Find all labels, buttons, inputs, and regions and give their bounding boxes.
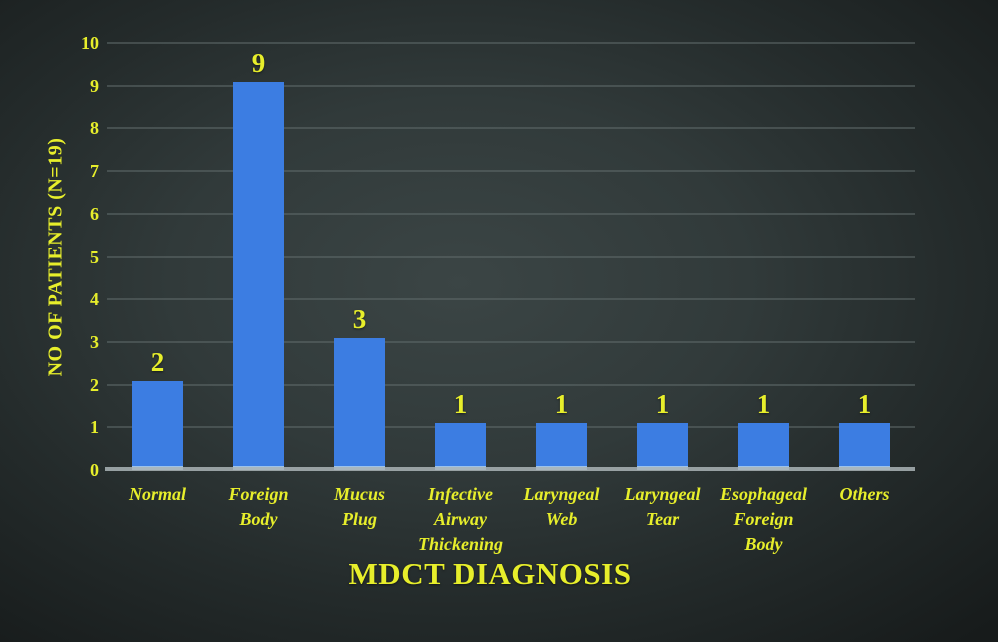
y-tick-label: 1 bbox=[90, 417, 99, 438]
y-tick-label: 8 bbox=[90, 118, 99, 139]
bar-value-label: 2 bbox=[150, 346, 165, 377]
gridline bbox=[107, 42, 915, 44]
y-tick-label: 4 bbox=[90, 289, 99, 310]
gridline bbox=[107, 426, 915, 429]
bar-value-label: 1 bbox=[453, 389, 468, 420]
y-tick-label: 7 bbox=[90, 161, 99, 182]
bar bbox=[738, 423, 789, 470]
gridline bbox=[107, 170, 915, 173]
x-category-label: Laryngeal Tear bbox=[624, 484, 701, 529]
bar bbox=[435, 423, 486, 470]
x-category-label: Foreign Body bbox=[228, 484, 289, 529]
gridline bbox=[107, 340, 915, 343]
chart-title: MDCT DIAGNOSIS bbox=[348, 556, 632, 591]
x-category-label: Others bbox=[839, 484, 890, 504]
y-tick-label: 2 bbox=[90, 374, 99, 395]
x-category-label: Normal bbox=[128, 484, 186, 504]
bar bbox=[132, 380, 183, 470]
x-category-label: Mucus Plug bbox=[333, 484, 386, 529]
x-category-label: Infective Airway Thickening bbox=[417, 484, 503, 554]
bar-value-label: 1 bbox=[857, 389, 872, 420]
bar-value-label: 1 bbox=[655, 389, 670, 420]
y-tick-label: 5 bbox=[90, 246, 99, 267]
x-category-label: Esophageal Foreign Body bbox=[719, 484, 807, 554]
y-tick-label: 9 bbox=[90, 75, 99, 96]
bar-value-label: 1 bbox=[756, 389, 771, 420]
bar-value-label: 1 bbox=[554, 389, 569, 420]
bar-value-label: 9 bbox=[251, 47, 266, 78]
plot-area: 2 9 3 1 1 1 1 1 bbox=[105, 42, 915, 471]
gridline bbox=[107, 255, 915, 258]
y-tick-label: 3 bbox=[90, 331, 99, 352]
gridline bbox=[107, 84, 915, 87]
x-axis-labels: Normal Foreign Body Mucus Plug Infective Airwa… bbox=[107, 482, 915, 560]
x-axis-line bbox=[105, 467, 915, 471]
bar bbox=[334, 337, 385, 470]
gridline bbox=[107, 127, 915, 130]
gridline bbox=[107, 383, 915, 386]
y-axis-ticks: 0 1 2 3 4 5 6 7 8 9 10 bbox=[0, 0, 100, 642]
x-category-label: Laryngeal Web bbox=[523, 484, 600, 529]
bar bbox=[637, 423, 688, 470]
bar bbox=[839, 423, 890, 470]
y-tick-label: 10 bbox=[81, 33, 99, 53]
y-tick-label: 0 bbox=[90, 460, 99, 480]
bar bbox=[233, 81, 284, 470]
bar-value-label: 3 bbox=[352, 303, 367, 334]
bar bbox=[536, 423, 587, 470]
gridline bbox=[107, 212, 915, 215]
gridline bbox=[107, 298, 915, 301]
y-tick-label: 6 bbox=[90, 203, 99, 224]
